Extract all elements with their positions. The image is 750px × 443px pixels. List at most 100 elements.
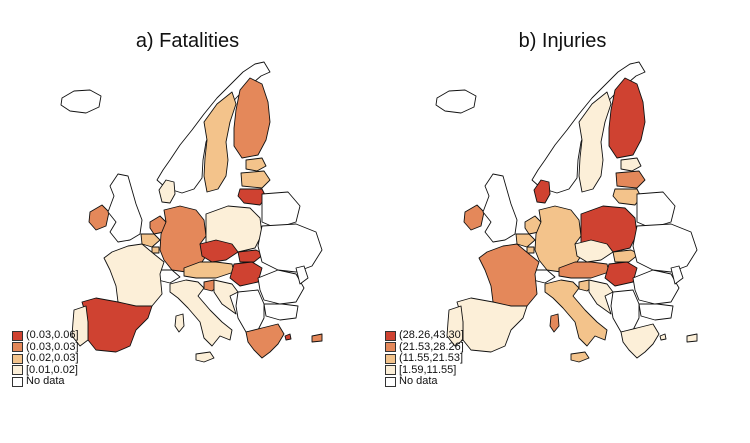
legend-swatch bbox=[385, 353, 396, 364]
region-lithuania bbox=[612, 188, 642, 206]
region-slovakia bbox=[612, 249, 640, 263]
legend-item: [0.01,0.02] bbox=[12, 363, 79, 377]
region-finland bbox=[608, 77, 646, 159]
legend-label: (21.53,28.26] bbox=[399, 340, 464, 353]
region-iceland bbox=[60, 89, 102, 114]
region-greece bbox=[620, 323, 660, 359]
region-italy bbox=[544, 279, 608, 347]
region-luxembourg bbox=[526, 246, 535, 254]
injuries-panel: b) Injuries (28.26,43.30] (21.53,28.26] (1… bbox=[375, 0, 750, 443]
map-title: a) Fatalities bbox=[135, 30, 240, 52]
map-title: b) Injuries bbox=[518, 30, 607, 52]
legend-item: No data bbox=[12, 376, 79, 388]
region-belgium bbox=[140, 233, 161, 248]
legend-label: (0.03,0.03] bbox=[26, 340, 79, 353]
region-portugal bbox=[71, 305, 89, 347]
legend-item: (21.53,28.26] bbox=[385, 340, 464, 354]
region-poland bbox=[205, 205, 263, 253]
region-sardinia bbox=[549, 313, 560, 333]
legend-swatch bbox=[385, 342, 396, 353]
legend-item: (11.55,21.53] bbox=[385, 353, 464, 365]
legend: (28.26,43.30] (21.53,28.26] (11.55,21.53][… bbox=[385, 330, 464, 388]
legend-item: (0.03,0.06] bbox=[12, 330, 79, 342]
region-croatia bbox=[213, 279, 239, 315]
region-bulgaria bbox=[638, 303, 674, 321]
region-hungary bbox=[604, 261, 638, 287]
region-norway bbox=[156, 61, 271, 194]
region-ireland bbox=[88, 204, 110, 231]
region-belarus bbox=[261, 191, 301, 229]
region-uk bbox=[107, 173, 143, 243]
region-latvia bbox=[240, 170, 271, 189]
legend-label: No data bbox=[26, 375, 65, 388]
legend-item: (0.02,0.03] bbox=[12, 353, 79, 365]
legend-swatch bbox=[385, 365, 396, 376]
region-balkans bbox=[235, 289, 265, 333]
region-france bbox=[478, 243, 540, 307]
injuries-map bbox=[435, 61, 698, 363]
region-croatia bbox=[588, 279, 614, 315]
region-spain bbox=[456, 297, 528, 353]
legend-label: (0.02,0.03] bbox=[26, 352, 79, 365]
legend-item: No data bbox=[385, 376, 464, 388]
region-finland bbox=[233, 77, 271, 159]
region-cyprus bbox=[686, 333, 698, 343]
region-belarus bbox=[636, 191, 676, 229]
region-spain bbox=[81, 297, 153, 353]
region-ukraine bbox=[632, 223, 698, 273]
legend-label: [0.01,0.02] bbox=[26, 363, 78, 376]
legend-swatch bbox=[12, 365, 23, 376]
region-norway bbox=[531, 61, 646, 194]
region-czechia bbox=[199, 239, 239, 263]
region-romania bbox=[257, 269, 305, 305]
region-bulgaria bbox=[263, 303, 299, 321]
region-czechia bbox=[574, 239, 614, 263]
legend-item: (28.26,43.30] bbox=[385, 330, 464, 342]
region-switzerland bbox=[532, 269, 556, 284]
legend-swatch bbox=[12, 376, 23, 387]
fatalities-map bbox=[60, 61, 323, 363]
legend-swatch bbox=[12, 342, 23, 353]
region-denmark bbox=[533, 179, 551, 204]
legend-item: (0.03,0.03] bbox=[12, 340, 79, 354]
region-denmark bbox=[158, 179, 176, 204]
fatalities-panel: a) Fatalities (0.03,0.06] (0.03,0.03] (0.0… bbox=[12, 30, 323, 388]
region-ukraine bbox=[257, 223, 323, 273]
region-sicily bbox=[195, 351, 215, 363]
region-moldova bbox=[670, 265, 684, 285]
region-hungary bbox=[229, 261, 263, 287]
region-sweden bbox=[578, 91, 612, 193]
region-slovakia bbox=[237, 249, 265, 263]
region-poland bbox=[580, 205, 638, 253]
legend-swatch bbox=[12, 353, 23, 364]
region-france bbox=[103, 243, 165, 307]
legend-label: [1.59,11.55] bbox=[399, 363, 457, 376]
region-luxembourg bbox=[151, 246, 160, 254]
region-moldova bbox=[295, 265, 309, 285]
region-estonia bbox=[620, 157, 642, 172]
region-portugal bbox=[446, 305, 464, 347]
legend-label: (28.26,43.30] bbox=[399, 329, 464, 342]
legend-swatch bbox=[12, 330, 23, 341]
region-italy bbox=[169, 279, 233, 347]
legend-swatch bbox=[385, 376, 396, 387]
legend-label: (11.55,21.53] bbox=[399, 352, 464, 365]
region-islands bbox=[659, 333, 667, 341]
region-uk bbox=[482, 173, 518, 243]
legend-item: [1.59,11.55] bbox=[385, 363, 464, 377]
region-switzerland bbox=[157, 269, 181, 284]
region-balkans bbox=[610, 289, 640, 333]
region-islands bbox=[284, 333, 292, 341]
region-latvia bbox=[615, 170, 646, 189]
region-belgium bbox=[515, 233, 536, 248]
region-lithuania bbox=[237, 188, 267, 206]
region-sweden bbox=[203, 91, 237, 193]
region-ireland bbox=[463, 204, 485, 231]
legend-label: (0.03,0.06] bbox=[26, 329, 79, 342]
legend-swatch bbox=[385, 330, 396, 341]
region-greece bbox=[245, 323, 285, 359]
legend: (0.03,0.06] (0.03,0.03] (0.02,0.03] [0.01,0… bbox=[12, 330, 79, 388]
region-sicily bbox=[570, 351, 590, 363]
region-iceland bbox=[435, 89, 477, 114]
region-sardinia bbox=[174, 313, 185, 333]
